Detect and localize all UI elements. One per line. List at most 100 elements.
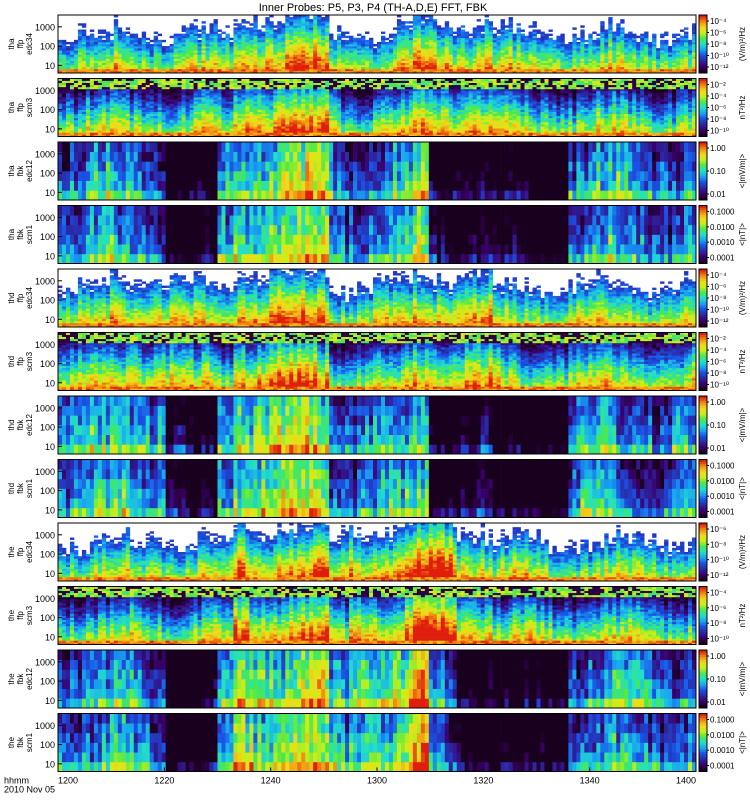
spectrogram-cell — [397, 61, 401, 63]
spectrogram-cell — [253, 21, 257, 23]
spectrogram-cell — [453, 52, 457, 54]
spectrogram-cell — [297, 56, 301, 58]
spectrogram-cell — [397, 44, 401, 46]
spectrogram-cell — [325, 48, 329, 50]
spectrogram-cell — [118, 34, 122, 36]
spectrogram-cell — [62, 50, 66, 52]
spectrogram-cell — [210, 67, 214, 69]
spectrogram-cell — [218, 52, 222, 54]
spectrogram-cell — [174, 54, 178, 56]
spectrogram-cell — [202, 67, 206, 69]
spectrogram-cell — [221, 46, 225, 48]
spectrogram-cell — [353, 50, 357, 52]
spectrogram-cell — [301, 25, 305, 27]
spectrogram-cell — [277, 69, 281, 71]
spectrogram-cell — [202, 63, 206, 65]
spectrogram-cell — [321, 46, 325, 48]
spectrogram-cell — [94, 46, 98, 48]
spectrogram-cell — [66, 48, 70, 50]
spectrogram-cell — [281, 52, 285, 54]
spectrogram-cell — [257, 32, 261, 34]
spectrogram-cell — [202, 40, 206, 42]
spectrogram-cell — [425, 44, 429, 46]
spectrogram-cell — [102, 67, 106, 69]
spectrogram-cell — [325, 25, 329, 27]
spectrogram-cell — [198, 63, 202, 65]
spectrogram-cell — [405, 54, 409, 56]
spectrogram-cell — [281, 69, 285, 71]
spectrogram-cell — [194, 25, 198, 27]
spectrogram-cell — [90, 67, 94, 69]
spectrogram-cell — [265, 38, 269, 40]
spectrogram-cell — [441, 67, 445, 69]
spectrogram-cell — [114, 69, 118, 71]
spectrogram-cell — [365, 44, 369, 46]
spectrogram-cell — [70, 63, 74, 65]
spectrogram-cell — [433, 44, 437, 46]
spectrogram-cell — [421, 44, 425, 46]
spectrogram-cell — [214, 56, 218, 58]
spectrogram-cell — [381, 67, 385, 69]
spectrogram-cell — [277, 67, 281, 69]
spectrogram-cell — [305, 34, 309, 36]
spectrogram-cell — [293, 44, 297, 46]
spectrogram-cell — [461, 65, 465, 67]
spectrogram-cell — [237, 42, 241, 44]
spectrogram-cell — [457, 69, 461, 71]
spectrogram-cell — [265, 25, 269, 27]
spectrogram-cell — [341, 67, 345, 69]
spectrogram-cell — [186, 54, 190, 56]
spectrogram-cell — [433, 25, 437, 27]
spectrogram-cell — [453, 61, 457, 63]
spectrogram-cell — [190, 61, 194, 63]
spectrogram-cell — [261, 61, 265, 63]
spectrogram-cell — [317, 52, 321, 54]
spectrogram-cell — [58, 67, 62, 69]
spectrogram-cell — [405, 67, 409, 69]
spectrogram-cell — [457, 48, 461, 50]
spectrogram-cell — [245, 50, 249, 52]
spectrogram-cell — [277, 50, 281, 52]
spectrogram-cell — [98, 44, 102, 46]
spectrogram-cell — [317, 65, 321, 67]
spectrogram-cell — [170, 67, 174, 69]
spectrogram-cell — [142, 50, 146, 52]
spectrogram-cell — [78, 32, 82, 34]
spectrogram-cell — [445, 59, 449, 61]
spectrogram-cell — [473, 54, 477, 56]
spectrogram-cell — [317, 67, 321, 69]
spectrogram-cell — [233, 30, 237, 32]
spectrogram-cell — [413, 38, 417, 40]
spectrogram-cell — [429, 46, 433, 48]
spectrogram-cell — [182, 54, 186, 56]
spectrogram-cell — [341, 46, 345, 48]
spectrogram-cell — [445, 38, 449, 40]
spectrogram-cell — [289, 36, 293, 38]
spectrogram-cell — [289, 52, 293, 54]
spectrogram-cell — [237, 40, 241, 42]
spectrogram-cell — [345, 40, 349, 42]
spectrogram-cell — [285, 46, 289, 48]
spectrogram-cell — [102, 44, 106, 46]
spectrogram-cell — [194, 56, 198, 58]
spectrogram-cell — [158, 40, 162, 42]
spectrogram-cell — [301, 56, 305, 58]
spectrogram-cell — [461, 59, 465, 61]
spectrogram-cell — [313, 54, 317, 56]
spectrogram-cell — [369, 38, 373, 40]
spectrogram-cell — [225, 36, 229, 38]
spectrogram-cell — [221, 52, 225, 54]
spectrogram-cell — [273, 52, 277, 54]
spectrogram-cell — [401, 69, 405, 71]
spectrogram-cell — [214, 52, 218, 54]
spectrogram-cell — [381, 48, 385, 50]
spectrogram-cell — [182, 52, 186, 54]
spectrogram-cell — [321, 54, 325, 56]
spectrogram-cell — [461, 56, 465, 58]
spectrogram-cell — [229, 50, 233, 52]
spectrogram-cell — [293, 40, 297, 42]
spectrogram-cell — [277, 61, 281, 63]
spectrogram-cell — [313, 21, 317, 23]
spectrogram-cell — [138, 46, 142, 48]
spectrogram-cell — [309, 34, 313, 36]
